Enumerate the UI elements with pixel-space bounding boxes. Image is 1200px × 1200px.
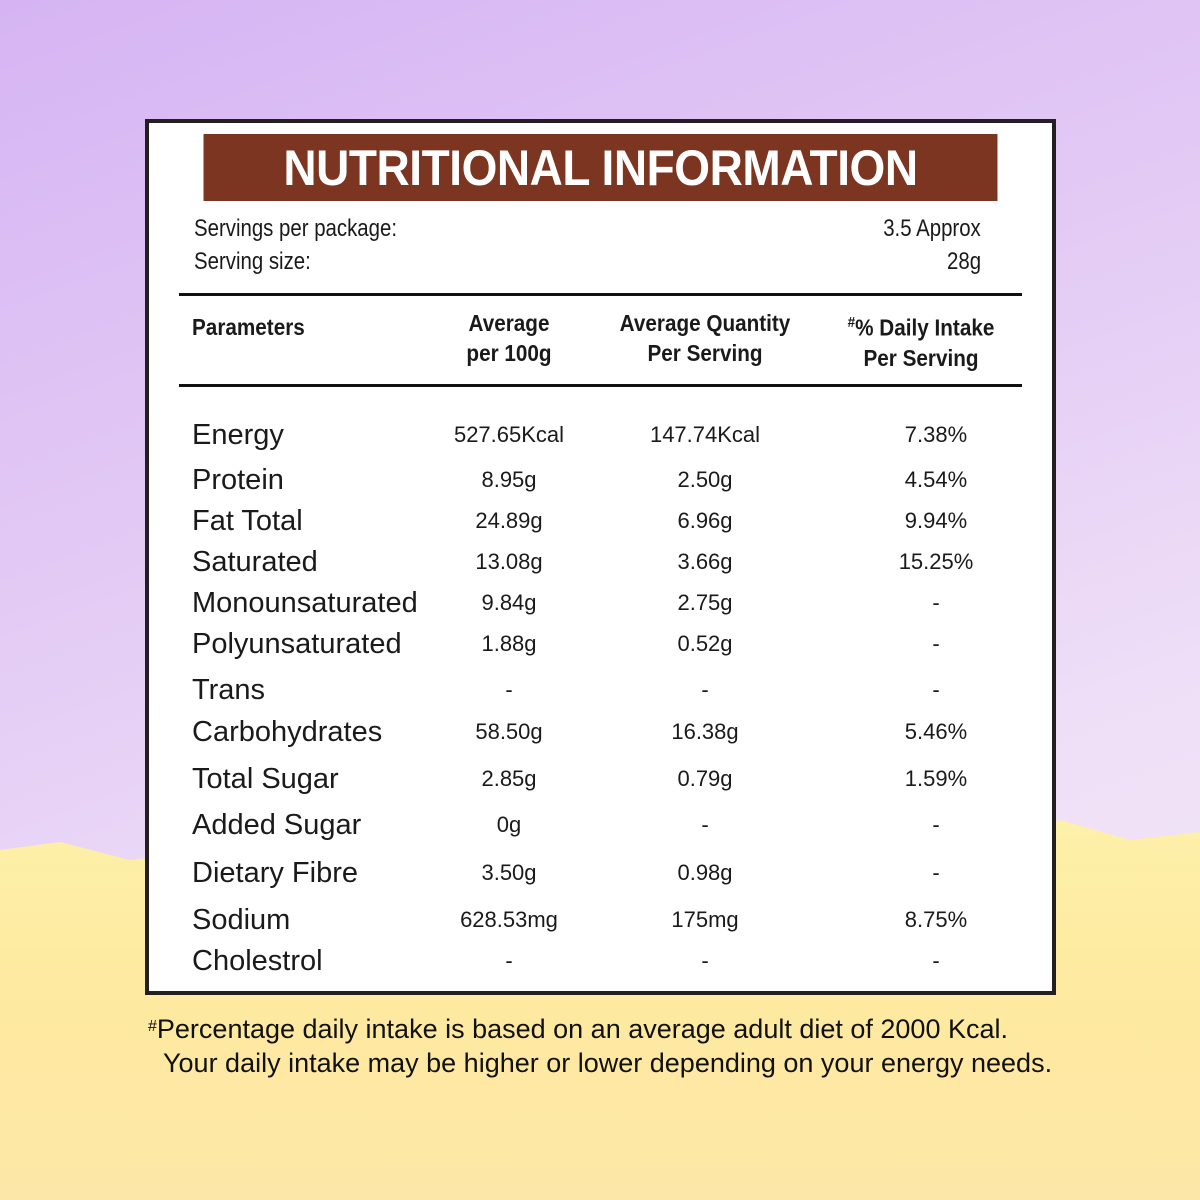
value-per-serving: - — [701, 948, 709, 973]
value-daily-intake: - — [932, 948, 940, 973]
nutrient-name: Cholestrol — [192, 945, 323, 977]
table-row: Total Sugar 2.85g 0.79g 1.59% — [149, 761, 1052, 797]
nutrient-name: Energy — [192, 419, 284, 451]
serving-size-label: Serving size: — [194, 248, 311, 275]
value-per-100g: 24.89g — [475, 508, 543, 533]
value-daily-intake: - — [932, 860, 940, 885]
nutrient-name: Trans — [192, 674, 266, 706]
value-per-serving: - — [701, 677, 709, 702]
footnote-mark: # — [847, 314, 856, 331]
header-line: #% Daily Intake — [818, 308, 1025, 343]
value-daily-intake: 9.94% — [904, 508, 968, 533]
value-daily-intake: - — [932, 631, 940, 656]
table-row: Dietary Fibre 3.50g 0.98g - — [149, 855, 1052, 891]
value-daily-intake: 15.25% — [898, 549, 974, 574]
nutrient-name: Fat Total — [192, 505, 303, 537]
value-per-serving: 3.66g — [677, 549, 733, 574]
value-per-100g: 2.85g — [481, 766, 537, 791]
value-per-100g: - — [505, 948, 513, 973]
servings-per-package-label: Servings per package: — [194, 215, 397, 242]
table-row: Saturated 13.08g 3.66g 15.25% — [149, 544, 1052, 580]
nutrient-name: Monounsaturated — [192, 587, 418, 619]
value-daily-intake: 7.38% — [904, 422, 968, 447]
value-per-serving: 6.96g — [677, 508, 733, 533]
header-line: Per Serving — [647, 340, 763, 366]
serving-size-value: 28g — [946, 248, 981, 275]
value-per-serving: 0.79g — [677, 766, 733, 791]
header-line: Average Quantity — [619, 310, 791, 336]
nutrient-name: Protein — [192, 464, 284, 496]
value-per-100g: - — [505, 677, 513, 702]
table-row: Carbohydrates 58.50g 16.38g 5.46% — [149, 714, 1052, 750]
footnote-mark: # — [148, 1018, 157, 1035]
divider — [179, 384, 1022, 387]
value-daily-intake: 5.46% — [904, 719, 968, 744]
value-per-serving: 16.38g — [671, 719, 739, 744]
value-per-serving: 147.74Kcal — [649, 422, 761, 447]
footnote: #Percentage daily intake is based on an … — [148, 1012, 1052, 1080]
header-daily-intake: #% Daily Intake Per Serving — [818, 308, 1025, 373]
header-line: Average — [468, 310, 550, 336]
footnote-line-2: Your daily intake may be higher or lower… — [163, 1048, 1053, 1078]
servings-per-package-value: 3.5 Approx — [883, 215, 981, 242]
table-row: Energy 527.65Kcal 147.74Kcal 7.38% — [149, 417, 1052, 453]
nutrient-name: Carbohydrates — [192, 716, 383, 748]
value-daily-intake: 8.75% — [904, 907, 968, 932]
value-per-100g: 8.95g — [481, 467, 537, 492]
value-daily-intake: - — [932, 590, 940, 615]
nutrient-name: Sodium — [192, 904, 291, 936]
value-per-100g: 0g — [496, 812, 522, 837]
nutrition-panel: NUTRITIONAL INFORMATION Servings per pac… — [145, 119, 1056, 995]
value-daily-intake: 1.59% — [904, 766, 968, 791]
table-row: Added Sugar 0g - - — [149, 807, 1052, 843]
table-row: Trans - - - — [149, 672, 1052, 708]
footnote-text: Percentage daily intake is based on an a… — [156, 1014, 1008, 1044]
table-row: Cholestrol - - - — [149, 943, 1052, 979]
table-row: Sodium 628.53mg 175mg 8.75% — [149, 902, 1052, 938]
value-per-serving: 0.98g — [677, 860, 733, 885]
divider — [179, 293, 1022, 296]
value-daily-intake: - — [932, 812, 940, 837]
value-per-100g: 13.08g — [475, 549, 543, 574]
panel-title: NUTRITIONAL INFORMATION — [203, 134, 998, 201]
nutrient-name: Total Sugar — [192, 763, 339, 795]
value-per-100g: 58.50g — [475, 719, 543, 744]
value-per-100g: 1.88g — [481, 631, 537, 656]
header-line: per 100g — [466, 340, 552, 366]
header-per-100g: Average per 100g — [419, 308, 599, 368]
table-row: Polyunsaturated 1.88g 0.52g - — [149, 626, 1052, 662]
value-per-serving: 175mg — [671, 907, 739, 932]
value-per-serving: 0.52g — [677, 631, 733, 656]
value-daily-intake: - — [932, 677, 940, 702]
value-daily-intake: 4.54% — [904, 467, 968, 492]
header-per-serving: Average Quantity Per Serving — [597, 308, 813, 368]
nutrient-name: Saturated — [192, 546, 318, 578]
value-per-100g: 9.84g — [481, 590, 537, 615]
value-per-100g: 3.50g — [481, 860, 537, 885]
table-row: Protein 8.95g 2.50g 4.54% — [149, 462, 1052, 498]
value-per-serving: 2.50g — [677, 467, 733, 492]
value-per-100g: 527.65Kcal — [453, 422, 565, 447]
value-per-100g: 628.53mg — [460, 907, 558, 932]
nutrient-name: Added Sugar — [192, 809, 362, 841]
header-text: % Daily Intake — [855, 314, 995, 341]
nutrient-name: Dietary Fibre — [192, 857, 358, 889]
header-line: Per Serving — [863, 344, 979, 371]
value-per-serving: 2.75g — [677, 590, 733, 615]
value-per-serving: - — [701, 812, 709, 837]
table-row: Monounsaturated 9.84g 2.75g - — [149, 585, 1052, 621]
footnote-line-1: #Percentage daily intake is based on an … — [148, 1012, 1052, 1046]
header-parameters: Parameters — [192, 314, 305, 340]
nutrient-name: Polyunsaturated — [192, 628, 402, 660]
table-row: Fat Total 24.89g 6.96g 9.94% — [149, 503, 1052, 539]
